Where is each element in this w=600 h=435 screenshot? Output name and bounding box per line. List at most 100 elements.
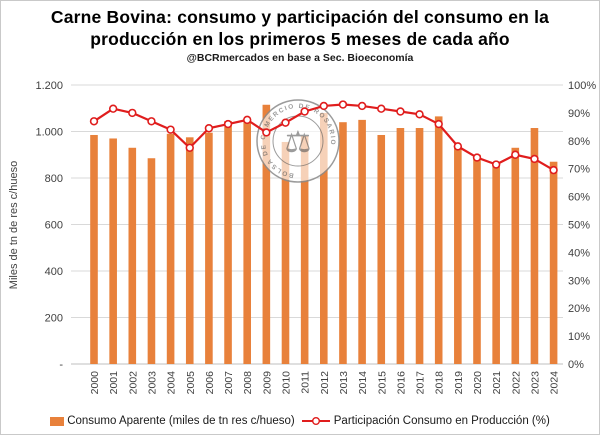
x-axis-tick-2012: 2012 [319, 371, 331, 395]
line-swatch-icon [301, 416, 331, 426]
bar-2015 [377, 134, 386, 364]
right-axis-tick-60%: 60% [568, 192, 590, 204]
x-axis-tick-2004: 2004 [166, 371, 178, 395]
bar-2004 [166, 133, 175, 364]
right-axis-tick-50%: 50% [568, 220, 590, 232]
bar-2009 [262, 104, 271, 364]
legend-item-participacion: Participación Consumo en Producción (%) [301, 415, 550, 427]
left-axis-tick-200: 200 [45, 313, 63, 325]
bar-2012 [320, 112, 328, 365]
left-axis-tick-1.000: 1.000 [35, 127, 63, 139]
x-axis-tick-2010: 2010 [281, 371, 293, 395]
left-axis-tick-800: 800 [45, 173, 63, 185]
chart-subtitle: @BCRmercados en base a Sec. Bioeconomía [186, 52, 414, 64]
right-axis-tick-0%: 0% [568, 359, 584, 371]
x-axis-tick-2011: 2011 [300, 371, 312, 394]
bcr-seal-watermark: BOLSA DE COMERCIO DE ROSARIO ⚖ [256, 99, 340, 183]
line-marker-2011 [300, 107, 309, 116]
bar-2017 [415, 128, 424, 364]
bar-series [90, 104, 558, 365]
x-axis-tick-2019: 2019 [453, 371, 465, 395]
line-marker-2006 [204, 124, 214, 133]
legend-item-consumo-aparente: Consumo Aparente (miles de tn res c/hues… [50, 415, 295, 427]
x-axis-tick-2023: 2023 [529, 371, 541, 395]
bar-2016 [396, 128, 405, 364]
line-marker-2012 [319, 101, 328, 111]
x-axis-tick-2000: 2000 [89, 371, 101, 395]
bar-swatch-icon [50, 416, 65, 426]
bar-2002 [128, 147, 137, 364]
line-marker-2002 [128, 108, 137, 118]
x-axis-tick-2021: 2021 [491, 371, 503, 395]
line-marker-2019 [453, 142, 463, 151]
x-axis-tick-2015: 2015 [376, 371, 388, 395]
left-axis-tick-600: 600 [45, 220, 63, 232]
x-axis-tick-2002: 2002 [127, 371, 139, 395]
line-series [89, 100, 558, 175]
chart-header: Carne Bovina: consumo y participación de… [1, 6, 599, 64]
x-axis-tick-2014: 2014 [357, 371, 369, 395]
bar-2020 [473, 154, 481, 364]
left-axis-title: Miles de tn de res c/hueso [8, 161, 20, 289]
watermark-outer-circle [256, 99, 340, 183]
left-axis-tick-400: 400 [45, 266, 63, 278]
right-axis-tick-10%: 10% [568, 331, 590, 343]
x-axis-tick-2005: 2005 [185, 371, 197, 395]
x-axis-tick-2007: 2007 [223, 371, 235, 395]
right-axis-tick-80%: 80% [568, 136, 590, 148]
line-marker-2001 [108, 104, 118, 113]
x-axis-tick-2018: 2018 [434, 371, 446, 395]
bar-2014 [358, 119, 366, 364]
right-axis-tick-70%: 70% [568, 164, 590, 176]
bar-2023 [530, 128, 539, 364]
bar-2003 [147, 158, 156, 364]
line-marker-2018 [434, 119, 443, 129]
right-axis-tick-40%: 40% [568, 247, 590, 259]
chart-title-line1: Carne Bovina: consumo y participación de… [50, 7, 550, 27]
bar-2005 [185, 137, 194, 364]
line-marker-2000 [89, 117, 99, 126]
line-marker-2016 [396, 107, 405, 116]
bar-2019 [454, 145, 462, 364]
x-axis-tick-2017: 2017 [415, 371, 427, 395]
line-marker-2021 [491, 160, 501, 169]
x-axis-tick-2009: 2009 [261, 371, 273, 395]
chart-title-line2: producción en los primeros 5 meses de ca… [90, 29, 510, 49]
right-axis-tick-90%: 90% [568, 108, 590, 120]
chart-legend: Consumo Aparente (miles de tn res c/hues… [1, 415, 599, 427]
bar-2018 [434, 116, 443, 364]
x-axis-tick-2006: 2006 [204, 371, 216, 395]
bar-2022 [511, 147, 520, 364]
line-marker-2005 [185, 143, 194, 152]
legend-label-participacion: Participación Consumo en Producción (%) [333, 415, 550, 427]
bar-2010 [281, 141, 290, 364]
line-marker-2024 [549, 165, 558, 175]
legend-label-consumo: Consumo Aparente (miles de tn res c/hues… [67, 415, 295, 427]
line-marker-2015 [377, 104, 386, 113]
x-axis-tick-2016: 2016 [395, 371, 407, 395]
bar-2008 [243, 118, 251, 365]
right-axis-tick-100%: 100% [568, 80, 596, 92]
x-axis-tick-2020: 2020 [472, 371, 484, 395]
bar-2000 [90, 134, 98, 364]
right-axis-tick-30%: 30% [568, 275, 590, 287]
bar-2007 [224, 121, 232, 364]
left-axis-tick--: - [59, 359, 63, 371]
x-axis-tick-2024: 2024 [549, 371, 561, 395]
x-axis-tick-2001: 2001 [108, 371, 120, 395]
line-marker-2010 [281, 118, 290, 127]
axis-labels: - 200 400 600 800 1.000 1.200 0% 10% 20% 30% 40% 50%… [35, 80, 596, 394]
line-marker-2013 [338, 100, 348, 109]
bar-2011 [300, 136, 309, 364]
line-marker-2009 [262, 128, 271, 137]
line-marker-2017 [415, 110, 424, 119]
line-marker-2003 [147, 117, 156, 126]
right-axis-tick-20%: 20% [568, 303, 590, 315]
x-axis-tick-2022: 2022 [510, 371, 522, 395]
x-axis-tick-2003: 2003 [146, 371, 158, 395]
line-marker-2004 [166, 125, 175, 134]
line-marker-2014 [357, 101, 367, 111]
x-axis-tick-2013: 2013 [338, 371, 350, 395]
